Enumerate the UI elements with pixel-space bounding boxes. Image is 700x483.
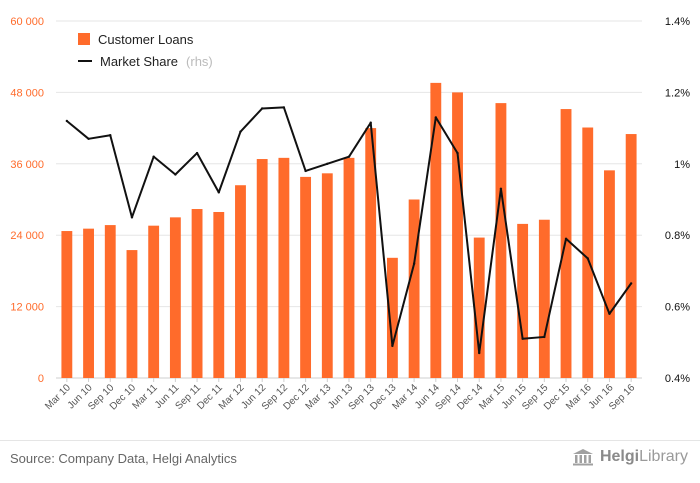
point-market-share xyxy=(564,237,568,240)
y-tick-label-right: 0.6% xyxy=(665,302,690,314)
bar-customer-loans xyxy=(235,185,246,378)
point-market-share xyxy=(65,119,69,123)
legend-item-market-share: Market Share (rhs) xyxy=(78,50,213,72)
point-market-share xyxy=(629,282,633,285)
y-tick-label-right: 1% xyxy=(674,159,690,171)
bar-customer-loans xyxy=(278,157,290,378)
footer-divider xyxy=(0,440,700,441)
bar-customer-loans xyxy=(300,176,312,378)
brand-prefix: Helgi xyxy=(599,448,640,465)
point-market-share xyxy=(347,155,351,158)
y-tick-label-right: 1.4% xyxy=(665,16,690,28)
point-market-share xyxy=(282,106,286,109)
bar-customer-loans xyxy=(191,209,203,378)
point-market-share xyxy=(152,155,155,158)
y-tick-label-left: 36 000 xyxy=(10,159,44,171)
point-market-share xyxy=(217,191,220,194)
bar-customer-loans xyxy=(495,103,507,379)
source-note: Source: Company Data, Helgi Analytics xyxy=(10,451,237,466)
point-market-share xyxy=(521,337,524,340)
y-tick-label-left: 48 000 xyxy=(10,87,44,99)
point-market-share xyxy=(260,107,264,110)
point-market-share xyxy=(478,351,481,355)
point-market-share xyxy=(130,216,134,219)
bar-customer-loans xyxy=(386,257,398,378)
legend-label-market-share: Market Share xyxy=(100,53,179,69)
point-market-share xyxy=(499,187,503,190)
point-market-share xyxy=(369,121,372,124)
y-tick-label-right: 0.8% xyxy=(665,230,690,242)
point-market-share xyxy=(543,335,546,339)
bar-customer-loans xyxy=(126,250,138,378)
bar-customer-loans xyxy=(213,211,225,378)
point-market-share xyxy=(109,134,112,137)
bar-customer-loans xyxy=(83,228,94,378)
legend-label-customer-loans: Customer Loans xyxy=(98,31,194,47)
y-tick-label-left: 60 000 xyxy=(10,16,44,28)
point-market-share xyxy=(195,151,199,155)
brand-logo: HelgiLibrary xyxy=(572,448,688,466)
bar-customer-loans xyxy=(625,134,637,378)
bar-customer-loans xyxy=(604,170,615,378)
point-market-share xyxy=(434,116,438,119)
bar-customer-loans xyxy=(560,109,572,378)
bar-customer-loans xyxy=(343,157,355,378)
point-market-share xyxy=(608,312,611,315)
legend-note-rhs: (rhs) xyxy=(186,53,213,69)
point-market-share xyxy=(456,151,459,155)
y-tick-label-right: 1.2% xyxy=(665,87,690,99)
bar-customer-loans xyxy=(538,219,550,378)
bar-customer-loans xyxy=(256,159,268,378)
point-market-share xyxy=(586,257,589,260)
bar-customer-loans xyxy=(452,92,463,379)
brand-suffix: Library xyxy=(639,448,688,465)
bar-customer-loans xyxy=(365,128,377,378)
bar-customer-loans xyxy=(582,127,594,378)
bar-customer-loans xyxy=(517,223,529,378)
bar-customer-loans xyxy=(430,82,442,378)
legend-item-customer-loans: Customer Loans xyxy=(78,28,213,50)
bar-customer-loans xyxy=(104,225,116,378)
x-tick-label: Mar 11 xyxy=(131,382,161,412)
y-tick-label-left: 12 000 xyxy=(10,302,44,314)
library-building-icon xyxy=(572,448,594,466)
bar-customer-loans xyxy=(169,217,181,378)
bar-customer-loans xyxy=(408,199,420,378)
bar-customer-loans xyxy=(473,237,485,378)
bar-customer-loans xyxy=(321,173,333,378)
point-market-share xyxy=(412,262,416,265)
point-market-share xyxy=(239,130,242,133)
bar-customer-loans xyxy=(61,231,73,378)
brand-text: HelgiLibrary xyxy=(600,448,688,466)
point-market-share xyxy=(87,137,90,141)
point-market-share xyxy=(326,162,329,165)
combo-chart: 0 12 000 24 000 36 000 48 000 60 000 0.4% 0.6% 0… xyxy=(10,16,690,413)
point-market-share xyxy=(391,344,394,348)
legend: Customer Loans Market Share (rhs) xyxy=(78,28,213,72)
legend-swatch-bar xyxy=(78,33,90,45)
legend-swatch-line xyxy=(78,60,92,62)
y-tick-label-right: 0.4% xyxy=(665,373,690,385)
bar-customer-loans xyxy=(148,225,160,378)
point-market-share xyxy=(174,173,177,176)
point-market-share xyxy=(304,169,307,173)
y-tick-label-left: 0 xyxy=(38,373,44,385)
y-tick-label-left: 24 000 xyxy=(10,230,44,242)
